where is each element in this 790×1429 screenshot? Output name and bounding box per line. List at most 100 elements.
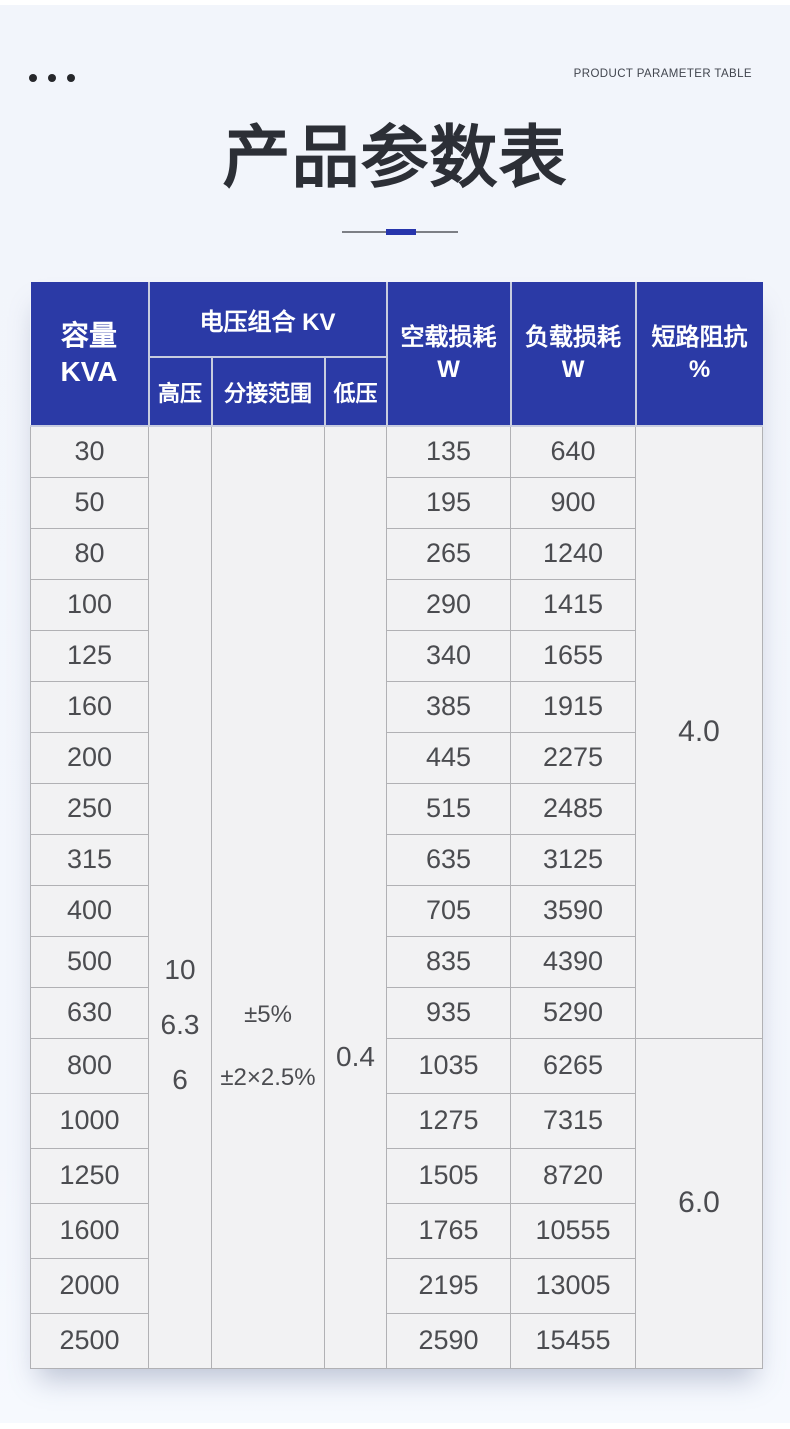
capacity-cell: 200 <box>30 731 149 784</box>
table-row: 315 635 3125 <box>30 833 763 886</box>
load-loss-cell: 1915 <box>510 680 637 733</box>
no-load-loss-cell: 1275 <box>386 1092 512 1149</box>
capacity-cell: 2000 <box>30 1257 149 1314</box>
capacity-cell: 250 <box>30 782 149 835</box>
page-title: 产品参数表 <box>222 120 568 196</box>
table-header: 容量 KVA 电压组合 KV 空载损耗 W 负载损耗 W 短路阻抗 % 高压 分… <box>30 282 763 427</box>
header-no-load-loss: 空载损耗 W <box>385 282 512 427</box>
capacity-cell: 500 <box>30 935 149 988</box>
header-impedance: 短路阻抗 % <box>634 282 763 427</box>
load-loss-cell: 13005 <box>510 1257 637 1314</box>
capacity-cell: 100 <box>30 578 149 631</box>
load-loss-cell: 2485 <box>510 782 637 835</box>
table-row: 1000 1275 7315 <box>30 1092 763 1149</box>
no-load-loss-cell: 385 <box>386 680 512 733</box>
load-loss-cell: 900 <box>510 476 637 529</box>
load-loss-cell: 2275 <box>510 731 637 784</box>
no-load-loss-cell: 135 <box>386 425 512 478</box>
load-loss-cell: 1240 <box>510 527 637 580</box>
dot-icon <box>48 74 56 82</box>
no-load-loss-cell: 445 <box>386 731 512 784</box>
divider-accent <box>386 229 416 235</box>
header-impedance-line2: % <box>688 355 711 383</box>
high-voltage-value: 10 <box>164 954 196 986</box>
load-loss-cell: 5290 <box>510 986 637 1039</box>
no-load-loss-cell: 1505 <box>386 1147 512 1204</box>
dot-icon <box>29 74 37 82</box>
capacity-cell: 630 <box>30 986 149 1039</box>
load-loss-cell: 15455 <box>510 1312 637 1369</box>
table-row: 500 835 4390 <box>30 935 763 988</box>
table-row: 100 290 1415 <box>30 578 763 631</box>
header-no-load-line2: W <box>437 355 460 383</box>
header-impedance-line1: 短路阻抗 <box>651 323 748 351</box>
high-voltage-merged-cell: 10 6.3 6 <box>148 425 212 1369</box>
no-load-loss-cell: 2590 <box>386 1312 512 1369</box>
capacity-cell: 30 <box>30 425 149 478</box>
load-loss-cell: 8720 <box>510 1147 637 1204</box>
load-loss-cell: 1655 <box>510 629 637 682</box>
tap-range-values: ±5% ±2×2.5% <box>212 983 324 1109</box>
no-load-loss-cell: 635 <box>386 833 512 886</box>
dots-decoration <box>29 74 75 82</box>
load-loss-cell: 7315 <box>510 1092 637 1149</box>
no-load-loss-cell: 2195 <box>386 1257 512 1314</box>
no-load-loss-cell: 265 <box>386 527 512 580</box>
capacity-cell: 1250 <box>30 1147 149 1204</box>
no-load-loss-cell: 195 <box>386 476 512 529</box>
header-capacity-line2: KVA <box>60 355 118 387</box>
header-high-voltage: 高压 <box>147 356 213 427</box>
capacity-cell: 125 <box>30 629 149 682</box>
tap-range-merged-cell: ±5% ±2×2.5% <box>211 425 325 1369</box>
capacity-cell: 1000 <box>30 1092 149 1149</box>
table-row: 800 1035 6265 6.0 <box>30 1037 764 1369</box>
table-row: 2500 2590 15455 <box>30 1312 763 1369</box>
capacity-cell: 800 <box>30 1037 149 1094</box>
title-divider <box>342 229 458 235</box>
table-body: 30 10 6.3 6 ±5% ±2×2.5% 0.4 135 640 4.0 50 195 900 80… <box>30 425 764 1369</box>
capacity-cell: 50 <box>30 476 149 529</box>
table-row: 200 445 2275 <box>30 731 763 784</box>
table-row: 1250 1505 8720 <box>30 1147 763 1204</box>
tap-range-value: ±2×2.5% <box>220 1064 316 1092</box>
table-row: 250 515 2485 <box>30 782 763 835</box>
header-tap-range: 分接范围 <box>210 356 326 427</box>
load-loss-cell: 10555 <box>510 1202 637 1259</box>
table-row: 160 385 1915 <box>30 680 763 733</box>
load-loss-cell: 3590 <box>510 884 637 937</box>
table-row: 50 195 900 <box>30 476 763 529</box>
capacity-cell: 160 <box>30 680 149 733</box>
eyebrow-label: PRODUCT PARAMETER TABLE <box>573 68 752 80</box>
header-low-voltage: 低压 <box>323 356 388 427</box>
header-capacity: 容量 KVA <box>30 282 150 427</box>
load-loss-cell: 640 <box>510 425 637 478</box>
table-row: 400 705 3590 <box>30 884 763 937</box>
header-capacity-line1: 容量 <box>60 319 117 351</box>
capacity-cell: 1600 <box>30 1202 149 1259</box>
table-row: 125 340 1655 <box>30 629 763 682</box>
no-load-loss-cell: 515 <box>386 782 512 835</box>
dot-icon <box>67 74 75 82</box>
header-load-line1: 负载损耗 <box>525 323 622 351</box>
no-load-loss-cell: 1765 <box>386 1202 512 1259</box>
product-parameter-table: 容量 KVA 电压组合 KV 空载损耗 W 负载损耗 W 短路阻抗 % 高压 分… <box>30 282 764 1369</box>
capacity-cell: 80 <box>30 527 149 580</box>
load-loss-cell: 6265 <box>510 1037 637 1094</box>
tap-range-value: ±5% <box>244 1001 292 1029</box>
no-load-loss-cell: 705 <box>386 884 512 937</box>
no-load-loss-cell: 340 <box>386 629 512 682</box>
no-load-loss-cell: 835 <box>386 935 512 988</box>
high-voltage-values: 10 6.3 6 <box>149 942 211 1107</box>
load-loss-cell: 1415 <box>510 578 637 631</box>
capacity-cell: 2500 <box>30 1312 149 1369</box>
high-voltage-value: 6 <box>172 1064 188 1096</box>
table-row: 2000 2195 13005 <box>30 1257 763 1314</box>
impedance-merged-cell: 4.0 <box>635 425 764 1039</box>
no-load-loss-cell: 935 <box>386 986 512 1039</box>
low-voltage-value: 0.4 <box>336 1040 375 1072</box>
no-load-loss-cell: 290 <box>386 578 512 631</box>
header-no-load-line1: 空载损耗 <box>400 323 497 351</box>
load-loss-cell: 4390 <box>510 935 637 988</box>
high-voltage-value: 6.3 <box>160 1009 200 1041</box>
table-row: 30 10 6.3 6 ±5% ±2×2.5% 0.4 135 640 4.0 <box>30 425 764 1369</box>
